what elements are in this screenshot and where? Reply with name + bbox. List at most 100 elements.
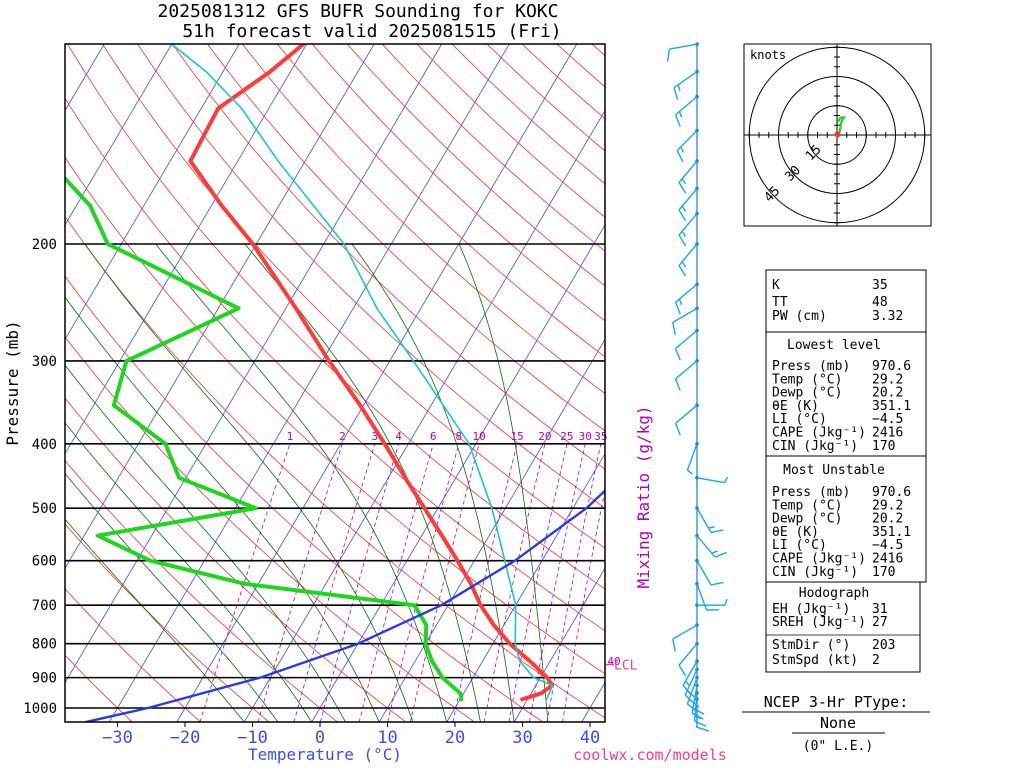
dry-adiabat-line [0,44,475,722]
wind-barb-flag [697,727,709,731]
wind-barb-staff [677,131,697,151]
wind-barb-staff [676,331,697,349]
isotherm-line [0,44,374,722]
wind-barb-half-flag [678,85,680,91]
pw-label: PW (cm) [772,309,827,324]
wind-barb-flag [676,349,681,361]
mixing-ratio-tick-label: 25 [560,430,573,443]
wind-barb [695,599,727,607]
profile-tv-line [172,44,553,699]
wind-barb-staff [679,214,697,235]
wind-barb-staff [676,97,697,115]
chart-title-line1: 2025081312 GFS BUFR Sounding for KOKC [158,1,559,22]
wind-barb [695,582,719,610]
y-tick-label: 200 [32,237,57,253]
moist-adiabat-line [85,244,413,722]
x-tick-label: −20 [170,728,201,748]
wind-barb-half-flag [687,470,692,474]
ptype-value: None [820,714,856,732]
isotherm-line [109,44,509,722]
y-tick-label: 400 [32,437,57,453]
mixing-ratio-line [563,444,615,722]
wind-barb-half-flag [682,262,685,267]
hodo-1-label: SREH (Jkg⁻¹) [772,615,866,630]
hodograph-unit-label: knots [750,48,786,62]
wind-barb-staff [687,444,697,470]
wind-barb-staff [676,284,697,302]
wind-barb [677,129,699,162]
mixing-ratio-line [294,444,375,722]
y-tick-label: 700 [32,598,57,614]
lowest-6-value: 170 [872,439,895,454]
hodo-3-value: 2 [872,653,880,668]
ptype-box: NCEP 3-Hr PType: None (0" L.E.) [742,693,930,754]
dry-adiabat-line [417,44,1024,722]
mixing-ratio-axis-title: Mixing Ratio (g/kg) [634,405,653,588]
mu-6-label: CIN (Jkg⁻¹) [772,565,858,580]
wind-barb-half-flag [682,231,685,236]
wind-barb [676,404,699,436]
wind-barb [676,329,699,361]
x-tick-label: −30 [102,728,133,748]
wind-barb-flag [673,322,676,334]
wind-barb-staff [673,308,697,322]
hodo-3-label: StmSpd (kt) [772,653,858,668]
y-tick-label: 600 [32,554,57,570]
mixing-ratio-tick-label: 30 [579,430,592,443]
hodo-1-value: 27 [872,615,888,630]
k-index-label: K [772,278,780,293]
wind-barb-staff [679,161,697,182]
wind-barb [695,559,723,585]
wind-barb [674,70,699,100]
wind-barb-half-flag [725,477,728,483]
wind-barb-flag [676,302,681,314]
isotherm-line [312,44,712,722]
wind-barb-flag [679,235,686,246]
wind-barb [695,476,727,483]
hodograph-stats-title: Hodograph [799,586,869,601]
wind-barb-staff [697,508,711,532]
mixing-ratio-line [509,444,567,722]
wind-barb-half-flag [679,299,681,305]
wind-barb-flag [674,88,678,100]
wind-barb [695,697,709,731]
x-tick-label: 20 [445,728,465,748]
plot-frame [65,44,605,722]
wind-barb-flag [679,665,686,676]
mixing-ratio-tick-label: 10 [472,430,485,443]
footer-credit: coolwx.com/models [573,746,727,764]
y-tick-label: 1000 [23,701,57,717]
isotherm-line [379,44,779,722]
chart-title-line2: 51h forecast valid 2025081515 (Fri) [182,21,561,42]
wind-barb [692,684,704,719]
y-tick-label: 800 [32,637,57,653]
wind-barb-flag [673,639,676,651]
lowest-level-title: Lowest level [787,338,881,353]
isotherm-line [0,44,172,722]
wind-barb-flag [679,210,686,221]
wind-barb-staff [676,405,697,423]
wind-barb-half-flag [709,527,715,528]
profile-dewp-line [49,141,462,699]
wind-barb-staff [679,189,697,210]
wind-barb-flag [677,150,683,161]
wind-barb-staff [676,361,697,379]
mixing-ratio-tick-label: 6 [430,430,437,443]
dry-adiabat-line [68,44,817,722]
mixing-ratio-line [484,444,545,722]
wind-barb-flag [676,115,681,127]
wind-barb-half-flag [712,551,718,553]
wind-barb-flag [683,685,691,694]
wind-barb-flag [711,530,723,533]
wind-barb-flag [679,265,686,276]
wind-barb [676,359,699,391]
wind-barb-half-flag [682,179,685,184]
dry-adiabat-line [33,44,749,722]
wind-barb-staff [669,44,697,49]
wind-barb-half-flag [679,112,681,118]
wind-barb [673,307,699,335]
y-tick-label: 900 [32,671,57,687]
